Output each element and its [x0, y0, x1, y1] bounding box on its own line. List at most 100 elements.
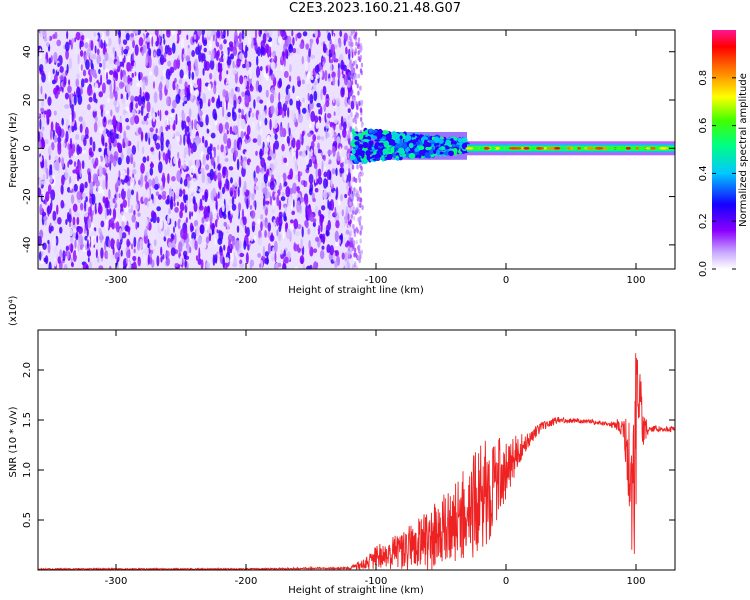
heatmap-cell [314, 158, 317, 165]
y-tick-label: -40 [22, 237, 33, 253]
heatmap-cell [270, 163, 275, 171]
heatmap-region-0 [38, 30, 364, 269]
heatmap-cell [104, 52, 109, 62]
heatmap-cell [201, 217, 205, 224]
heatmap-cell [49, 129, 53, 141]
heatmap-cell [207, 47, 210, 58]
heatmap-cell [184, 124, 188, 137]
heatmap-cell [45, 109, 50, 120]
heatmap-cell [374, 139, 381, 142]
heatmap-cell [357, 175, 361, 181]
heatmap-cell [236, 207, 239, 218]
heatmap-cell [236, 225, 240, 233]
heatmap-cell [205, 153, 210, 161]
heatmap-cell [289, 168, 294, 180]
heatmap-cell [67, 161, 70, 168]
heatmap-cell [112, 208, 117, 220]
heatmap-cell [325, 129, 328, 140]
heatmap-cell [65, 130, 69, 143]
heatmap-cell [354, 79, 358, 85]
heatmap-cell [482, 146, 490, 150]
heatmap-cell [225, 99, 228, 111]
heatmap-cell [226, 56, 232, 66]
heatmap-cell [239, 75, 244, 85]
heatmap-cell [124, 206, 129, 213]
heatmap-cell [274, 55, 278, 64]
heatmap-cell [97, 185, 103, 194]
heatmap-cell [203, 47, 207, 53]
heatmap-cell [240, 118, 246, 130]
heatmap-cell [140, 131, 144, 141]
heatmap-cell [283, 181, 288, 187]
heatmap-cell [115, 64, 118, 70]
heatmap-cell [233, 149, 236, 162]
heatmap-cell [234, 180, 238, 187]
heatmap-cell [432, 149, 437, 155]
heatmap-cell [160, 185, 164, 191]
heatmap-cell [314, 64, 320, 74]
heatmap-cell [53, 51, 58, 63]
heatmap-cell [93, 31, 97, 38]
heatmap-cell [348, 72, 351, 78]
heatmap-cell [219, 43, 223, 51]
heatmap-cell [191, 231, 197, 241]
heatmap-cell [271, 208, 275, 214]
heatmap-cell [339, 162, 344, 168]
heatmap-cell [372, 130, 378, 134]
heatmap-cell [314, 256, 320, 263]
heatmap-cell [186, 87, 189, 94]
heatmap-cell [191, 71, 195, 81]
heatmap-cell [180, 37, 185, 50]
heatmap-cell [189, 246, 192, 254]
heatmap-cell [209, 59, 215, 70]
heatmap-cell [368, 151, 374, 154]
heatmap-cell [291, 30, 294, 37]
heatmap-cell [159, 30, 163, 37]
heatmap-cell [217, 144, 220, 150]
heatmap-cell [272, 89, 275, 95]
heatmap-cell [278, 215, 283, 227]
heatmap-cell [114, 203, 118, 209]
heatmap-cell [148, 47, 152, 56]
heatmap-cell [91, 235, 96, 246]
heatmap-cell [260, 221, 263, 232]
heatmap-cell [151, 233, 157, 241]
heatmap-cell [43, 110, 47, 115]
heatmap-cell [333, 191, 336, 196]
heatmap-cell [82, 69, 87, 77]
heatmap-cell [168, 207, 172, 215]
colorbar-ticks: 0.0 0.2 0.4 0.6 0.8 [698, 70, 736, 277]
heatmap-cell [242, 160, 247, 169]
heatmap-cell [341, 77, 345, 89]
heatmap-cell [249, 161, 252, 169]
heatmap-cell [150, 210, 155, 220]
heatmap-cell [256, 134, 262, 147]
heatmap-cell [68, 57, 72, 70]
heatmap-cell [126, 62, 130, 67]
heatmap-cell [314, 30, 319, 38]
heatmap-cell [151, 36, 154, 47]
heatmap-cell [83, 78, 89, 83]
heatmap-cell [41, 180, 46, 185]
heatmap-cell [360, 62, 364, 68]
heatmap-cell [95, 34, 99, 41]
y-tick-label: 0 [22, 145, 33, 151]
heatmap-cell [237, 30, 240, 37]
heatmap-cell [103, 39, 106, 48]
heatmap-cell [292, 85, 295, 94]
heatmap-cell [301, 130, 305, 137]
heatmap-cell [171, 99, 177, 109]
heatmap-cell [221, 203, 225, 213]
heatmap-cell [350, 100, 355, 110]
heatmap-cell [259, 236, 262, 246]
heatmap-cell [217, 172, 222, 182]
heatmap-cell [97, 120, 101, 128]
heatmap-cell [104, 125, 106, 137]
heatmap-cell [457, 137, 463, 143]
heatmap-cell [120, 249, 123, 257]
heatmap-cell [262, 196, 266, 208]
heatmap-cell [304, 61, 309, 72]
heatmap-cell [98, 91, 104, 98]
heatmap-cell [135, 203, 139, 211]
heatmap-cell [301, 107, 307, 114]
